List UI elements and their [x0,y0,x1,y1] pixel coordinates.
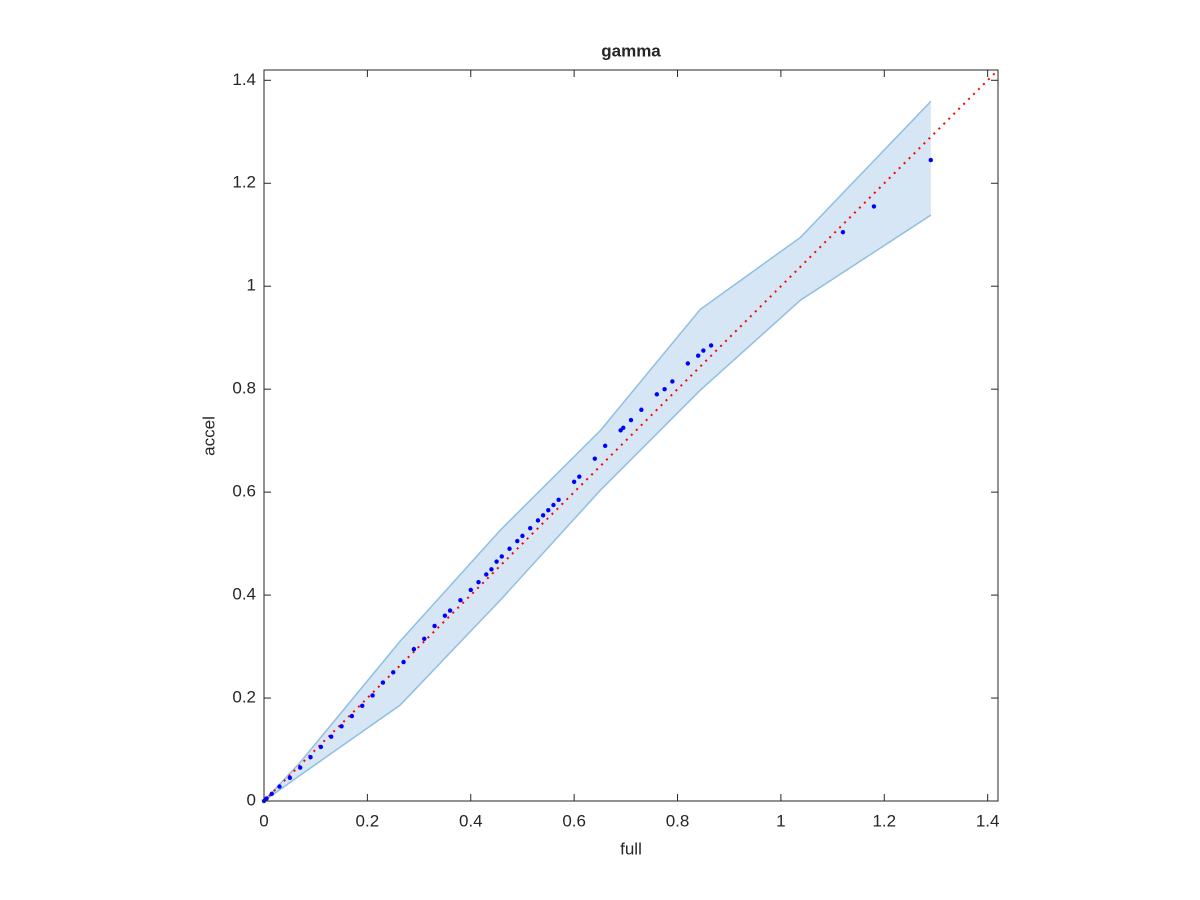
point [297,765,303,770]
point [840,229,846,235]
point [621,425,626,430]
y-tick-label: 0 [247,790,256,809]
point [339,724,344,729]
x-tick-label: 0.2 [356,811,380,830]
point [701,348,706,353]
point [639,407,644,412]
x-tick-label: 0.4 [459,811,483,830]
point [401,659,406,665]
point [515,538,520,544]
x-tick-label: 1.4 [976,811,1000,830]
point [442,613,448,618]
point [695,353,701,358]
point [662,386,667,392]
point [494,559,499,564]
band-edge [263,100,932,802]
point [708,343,714,348]
point [528,525,533,531]
point [349,713,355,719]
point [484,572,489,577]
point [391,670,396,675]
point [871,204,877,209]
x-tick-label: 0 [259,811,268,830]
x-tick-label: 1.2 [872,811,896,830]
point [269,791,274,796]
point [447,608,453,613]
y-axis-label: accel [199,416,218,456]
point [551,502,556,508]
point [670,379,675,384]
point [577,474,582,479]
x-axis-label: full [620,839,642,858]
point [556,497,561,503]
point [628,417,634,423]
x-tick-label: 0.6 [562,811,586,830]
point [380,680,386,685]
confidence-band [264,101,931,802]
point [476,580,481,585]
point [264,796,269,801]
point [287,775,293,781]
point [489,567,494,572]
x-tick-label: 0.8 [666,811,690,830]
axes-box [263,69,999,802]
point [928,157,934,163]
point [360,703,365,708]
point [535,518,541,523]
point [571,479,577,485]
point [520,533,525,539]
y-tick-label: 1 [247,276,256,295]
point [654,392,660,397]
y-tick-label: 0.8 [232,379,256,398]
point [540,513,546,518]
y-tick-label: 1.4 [232,70,256,89]
chart-title: gamma [601,41,661,60]
point [411,646,417,652]
y-tick-label: 1.2 [232,173,256,192]
point [592,456,598,461]
point [499,554,504,559]
point [458,598,463,603]
point [318,744,324,750]
point [308,755,313,760]
point [468,587,473,593]
band-edge [263,214,932,802]
x-tick-label: 1 [776,811,785,830]
point [370,693,375,698]
point [507,546,512,551]
point [422,636,427,642]
point [602,443,608,448]
y-tick-label: 0.4 [232,585,256,604]
point [685,361,691,366]
y-tick-label: 0.6 [232,482,256,501]
point [546,507,551,513]
point [328,734,334,739]
point [432,623,437,629]
point [277,784,282,789]
y-tick-label: 0.2 [232,688,256,707]
